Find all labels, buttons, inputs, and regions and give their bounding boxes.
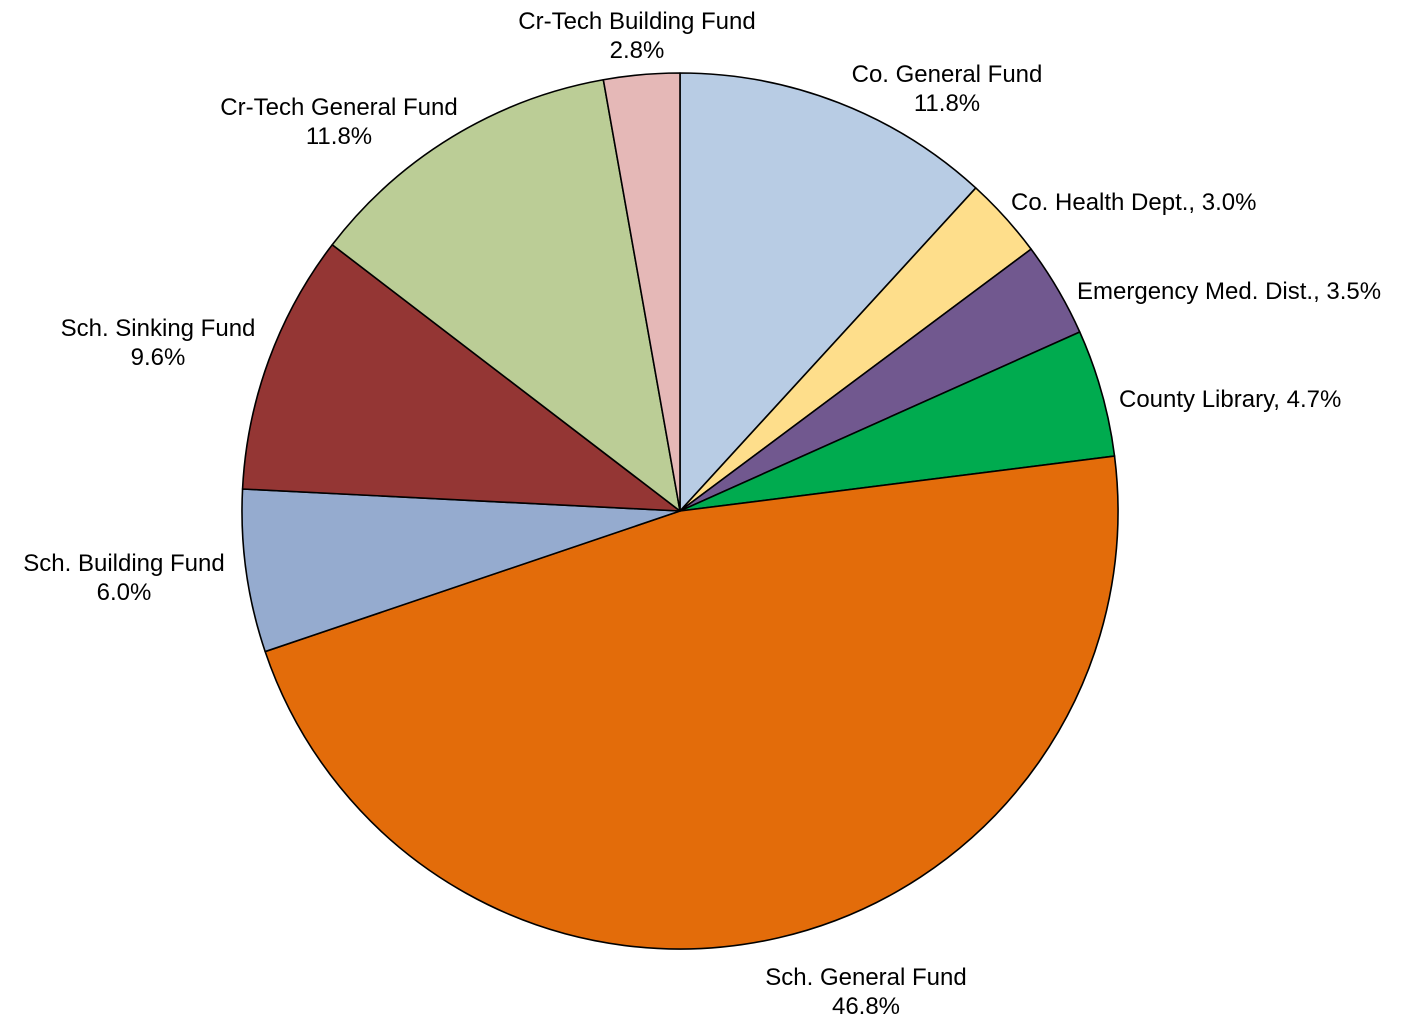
slice-label-percent: 9.6% (131, 344, 186, 371)
slice-label: Co. General Fund 11.8% (852, 61, 1043, 117)
pie-slice-sch-general-fund (264, 455, 1119, 950)
slice-label-name: Sch. General Fund (765, 964, 966, 991)
slice-label-percent: 6.0% (97, 579, 152, 606)
slice-label: Sch. General Fund 46.8% (765, 964, 966, 1020)
slice-label-name: Cr-Tech General Fund (220, 94, 457, 121)
slice-label-name: Sch. Building Fund (23, 550, 224, 577)
pie-slice-cr-tech-building-fund (602, 72, 681, 512)
slice-label-percent: 46.8% (832, 993, 900, 1020)
slice-label-percent: 11.8% (914, 90, 980, 117)
slices-layer (241, 72, 1119, 950)
slice-label-percent: 11.8% (306, 123, 372, 150)
slice-label: Cr-Tech General Fund 11.8% (220, 94, 457, 150)
slice-label-percent: 2.8% (610, 37, 665, 64)
slice-label-name: Co. General Fund (852, 61, 1043, 88)
slice-label-name: Sch. Sinking Fund (61, 315, 256, 342)
slice-label: Co. Health Dept., 3.0% (1011, 189, 1256, 216)
slice-label-name: Cr-Tech Building Fund (518, 8, 755, 35)
pie-slice-sch-building-fund (241, 488, 681, 653)
slice-label: Sch. Sinking Fund 9.6% (61, 315, 256, 371)
pie-slice-sch-sinking-fund (241, 243, 681, 512)
labels-layer: Co. General Fund 11.8%Co. Health Dept., 3… (23, 8, 1381, 1020)
slice-label: Sch. Building Fund 6.0% (23, 550, 224, 606)
pie-slice-cr-tech-general-fund (331, 78, 681, 512)
slice-label: County Library, 4.7% (1119, 386, 1341, 413)
pie-slice-co-general-fund (679, 72, 977, 512)
slice-label: Emergency Med. Dist., 3.5% (1077, 278, 1381, 305)
slice-label: Cr-Tech Building Fund 2.8% (518, 8, 755, 64)
